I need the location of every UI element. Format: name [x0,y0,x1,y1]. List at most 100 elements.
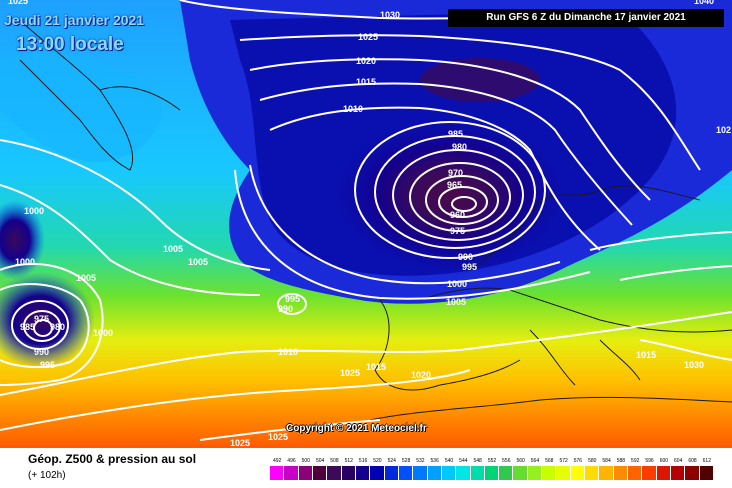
isobar-label: 1015 [636,350,656,360]
scale-swatch [556,466,571,480]
scale-swatch [570,466,586,480]
scale-tick-label: 540 [444,458,454,464]
scale-swatch [270,466,285,480]
isobar-label: 1015 [356,77,376,87]
scale-swatch [298,466,313,480]
isobar-label: 1005 [76,273,96,283]
isobar-label: 995 [40,360,55,370]
isobars [0,0,732,440]
scale-tick-label: 600 [659,458,669,464]
isobar-label: 1040 [694,0,714,6]
copyright-notice: Copyright © 2021 Meteociel.fr [286,423,427,434]
scale-swatch [585,466,600,480]
scale-swatch [671,466,686,480]
scale-swatch [370,466,385,480]
isobar-label: 1025 [230,438,250,448]
scale-tick-label: 576 [573,458,583,464]
scale-swatch [470,466,485,480]
scale-tick-label: 612 [702,458,711,464]
forecast-lead-time: (+ 102h) [28,470,66,481]
scale-swatch [542,466,557,480]
scale-swatch [628,466,643,480]
scale-swatch [441,466,457,480]
isobar-label: 995 [285,294,300,304]
scale-tick-label: 568 [545,458,554,464]
scale-tick-label: 592 [631,458,640,464]
scale-swatch [599,466,614,480]
scale-swatch [527,466,543,480]
isobar-label: 965 [447,180,462,190]
scale-swatch [685,466,700,480]
legend-footer: Géop. Z500 & pression au sol (+ 102h) 49… [0,448,732,488]
isobar-label: 1025 [8,0,28,6]
scale-swatch [427,466,442,480]
scale-tick-label: 508 [330,458,339,464]
scale-swatch [484,466,500,480]
scale-tick-label: 604 [674,458,683,464]
model-run-label: Run GFS 6 Z du Dimanche 17 janvier 2021 [448,9,724,27]
coastlines [19,19,732,421]
isobar-label: 1030 [684,360,704,370]
isobar-label: 1005 [188,257,208,267]
scale-swatch [327,466,342,480]
isobar-label: 985 [448,129,463,139]
scale-tick-label: 528 [401,458,411,464]
scale-swatch [499,466,514,480]
scale-tick-label: 572 [559,458,568,464]
scale-swatch [656,466,672,480]
isobar-label: 960 [450,210,465,220]
isobar-label: 980 [452,142,467,152]
scale-tick-label: 532 [416,458,425,464]
scale-swatch [312,466,328,480]
legend-title: Géop. Z500 & pression au sol [28,452,197,466]
isobar-label: 990 [458,252,473,262]
scale-tick-label: 584 [602,458,611,464]
color-scale: 492 496 500 504 508 512 516 520 524 528 532 536 540 5… [270,458,714,482]
scale-tick-label: 520 [373,458,382,464]
scale-tick-label: 496 [287,458,296,464]
scale-tick-label: 608 [688,458,697,464]
isobar-label: 1015 [366,362,386,372]
weather-map: 1025 1030 1025 1020 1015 1010 985 980 970 965 960 9… [0,0,732,448]
scale-swatch [613,466,629,480]
isobar-label: 1010 [343,104,363,114]
scale-tick-label: 580 [588,458,597,464]
scale-swatch [355,466,371,480]
isobar-label: 1020 [411,370,431,380]
isobar-label: 1025 [268,432,288,442]
isobar-label: 102 [716,125,731,135]
isobar-label: 985 [20,322,35,332]
isobar-label: 995 [462,262,477,272]
isobar-label: 1010 [278,347,298,357]
scale-swatch [384,466,399,480]
isobar-label: 980 [50,322,65,332]
isobar-label: 1000 [93,328,113,338]
scale-swatch [513,466,528,480]
scale-tick-label: 560 [516,458,525,464]
isobar-label: 990 [278,304,293,314]
isobar-label: 1000 [15,257,35,267]
scale-swatch [398,466,414,480]
scale-swatch [456,466,471,480]
scale-tick-label: 524 [387,458,396,464]
scale-tick-label: 556 [502,458,511,464]
scale-tick-label: 564 [530,458,540,464]
geopotential-field: 1025 1030 1025 1020 1015 1010 985 980 970 965 960 9… [0,0,732,448]
isobar-label: 1005 [163,244,183,254]
isobar-label: 990 [34,347,49,357]
isobar-labels: 1025 1030 1025 1020 1015 1010 985 980 970 965 960 9… [8,0,731,448]
isobar-label: 1030 [380,10,400,20]
isobar-label: 1000 [24,206,44,216]
forecast-date: Jeudi 21 janvier 2021 [4,12,145,28]
scale-tick-label: 516 [358,458,368,464]
scale-swatch [642,466,657,480]
scale-swatch [699,466,714,480]
isobar-label: 1005 [446,297,466,307]
isobar-label: 1025 [358,32,378,42]
isobar-label: 975 [34,314,49,324]
scale-tick-label: 492 [272,458,282,464]
scale-tick-label: 588 [616,458,626,464]
isobar-label: 975 [450,226,465,236]
scale-tick-label: 596 [645,458,654,464]
